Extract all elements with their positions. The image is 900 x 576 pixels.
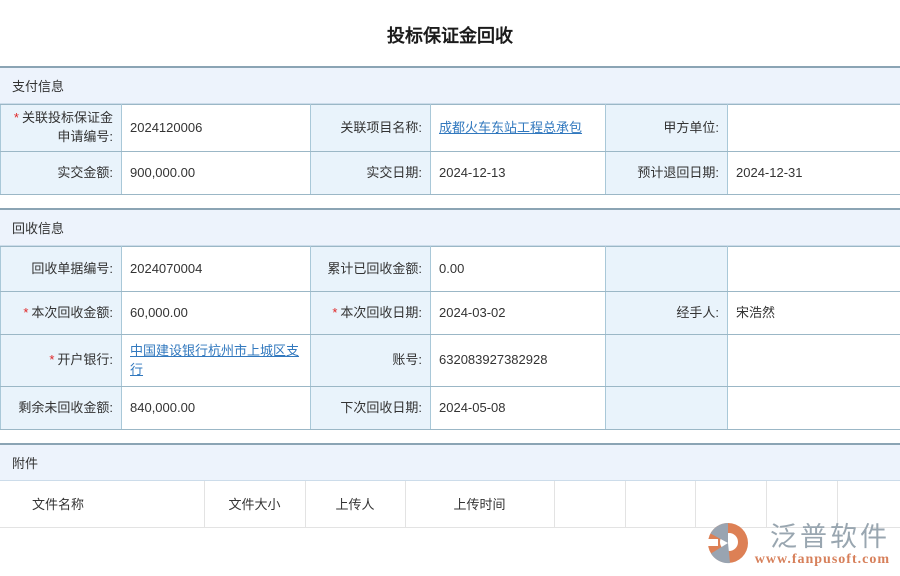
receipt-no-value: 2024070004 — [121, 246, 311, 292]
brand-name: 泛普软件 — [770, 521, 890, 552]
attachment-col-uploader: 上传人 — [305, 481, 406, 528]
project-name-value: 成都火车东站工程总承包 — [430, 104, 606, 152]
section-gap — [0, 430, 900, 443]
bank-link[interactable]: 中国建设银行杭州市上城区支行 — [130, 342, 300, 377]
handler-value: 宋浩然 — [727, 291, 900, 335]
account-no-value: 632083927382928 — [430, 334, 606, 387]
apply-no-value: 2024120006 — [121, 104, 311, 152]
empty-value-cell — [727, 246, 900, 292]
next-date-value: 2024-05-08 — [430, 386, 606, 430]
current-amount-label: * 本次回收金额: — [0, 291, 122, 335]
next-date-label: 下次回收日期: — [310, 386, 431, 430]
attachment-col-empty — [766, 481, 838, 528]
attachment-col-empty — [837, 481, 900, 528]
total-recovered-label: 累计已回收金额: — [310, 246, 431, 292]
payment-info-table: * 关联投标保证金申请编号: 2024120006 关联项目名称: 成都火车东站工… — [0, 104, 900, 195]
recovery-info-table: 回收单据编号: 2024070004 累计已回收金额: 0.00 * 本次回收金额… — [0, 246, 900, 430]
attachment-col-empty — [554, 481, 626, 528]
party-a-value — [727, 104, 900, 152]
expected-return-date-value: 2024-12-31 — [727, 151, 900, 195]
attachments-header-row: 文件名称 文件大小 上传人 上传时间 — [0, 481, 900, 528]
brand-url: www.fanpusoft.com — [754, 552, 890, 568]
attachment-col-empty — [695, 481, 767, 528]
project-name-label: 关联项目名称: — [310, 104, 431, 152]
section-recovery-header: 回收信息 — [0, 208, 900, 246]
attachment-col-empty — [625, 481, 696, 528]
empty-value-cell — [727, 334, 900, 387]
attachment-col-name: 文件名称 — [0, 481, 205, 528]
empty-value-cell — [727, 386, 900, 430]
attachments-table: 文件名称 文件大小 上传人 上传时间 — [0, 481, 900, 528]
recovery-row-2: * 本次回收金额: 60,000.00 * 本次回收日期: 2024-03-02 经… — [0, 291, 900, 335]
attachment-col-size: 文件大小 — [204, 481, 306, 528]
remaining-label: 剩余未回收金额: — [0, 386, 122, 430]
remaining-value: 840,000.00 — [121, 386, 311, 430]
fanpu-logo-icon — [705, 521, 750, 570]
section-recovery-title: 回收信息 — [12, 221, 65, 236]
payment-row-2: 实交金额: 900,000.00 实交日期: 2024-12-13 预计退回日期… — [0, 151, 900, 195]
recovery-row-4: 剩余未回收金额: 840,000.00 下次回收日期: 2024-05-08 — [0, 386, 900, 430]
receipt-no-label: 回收单据编号: — [0, 246, 122, 292]
party-a-label: 甲方单位: — [605, 104, 728, 152]
empty-label-cell — [605, 386, 728, 430]
section-attachments-title: 附件 — [12, 456, 39, 471]
paid-amount-label: 实交金额: — [0, 151, 122, 195]
apply-no-label: * 关联投标保证金申请编号: — [0, 104, 122, 152]
required-marker: * — [49, 352, 55, 368]
empty-label-cell — [605, 246, 728, 292]
bank-label: * 开户银行: — [0, 334, 122, 387]
section-gap — [0, 195, 900, 208]
handler-label: 经手人: — [605, 291, 728, 335]
payment-row-1: * 关联投标保证金申请编号: 2024120006 关联项目名称: 成都火车东站工… — [0, 104, 900, 152]
current-date-value: 2024-03-02 — [430, 291, 606, 335]
section-payment-header: 支付信息 — [0, 66, 900, 104]
paid-date-value: 2024-12-13 — [430, 151, 606, 195]
account-no-label: 账号: — [310, 334, 431, 387]
project-name-link[interactable]: 成都火车东站工程总承包 — [439, 119, 583, 135]
vendor-brand: 泛普软件 www.fanpusoft.com — [705, 521, 890, 570]
recovery-row-3: * 开户银行: 中国建设银行杭州市上城区支行 账号: 63208392738292… — [0, 334, 900, 387]
current-amount-value: 60,000.00 — [121, 291, 311, 335]
bid-deposit-recovery-page: 投标保证金回收 支付信息 * 关联投标保证金申请编号: 2024120006 关联… — [0, 26, 900, 567]
empty-label-cell — [605, 334, 728, 387]
total-recovered-value: 0.00 — [430, 246, 606, 292]
required-marker: * — [13, 110, 19, 126]
bank-value: 中国建设银行杭州市上城区支行 — [121, 334, 311, 387]
expected-return-date-label: 预计退回日期: — [605, 151, 728, 195]
paid-amount-value: 900,000.00 — [121, 151, 311, 195]
page-title: 投标保证金回收 — [387, 26, 513, 46]
current-date-label: * 本次回收日期: — [310, 291, 431, 335]
recovery-row-1: 回收单据编号: 2024070004 累计已回收金额: 0.00 — [0, 246, 900, 292]
paid-date-label: 实交日期: — [310, 151, 431, 195]
section-attachments-header: 附件 — [0, 443, 900, 481]
attachment-col-time: 上传时间 — [405, 481, 555, 528]
section-payment-title: 支付信息 — [12, 79, 65, 94]
required-marker: * — [332, 304, 338, 320]
required-marker: * — [23, 304, 29, 320]
